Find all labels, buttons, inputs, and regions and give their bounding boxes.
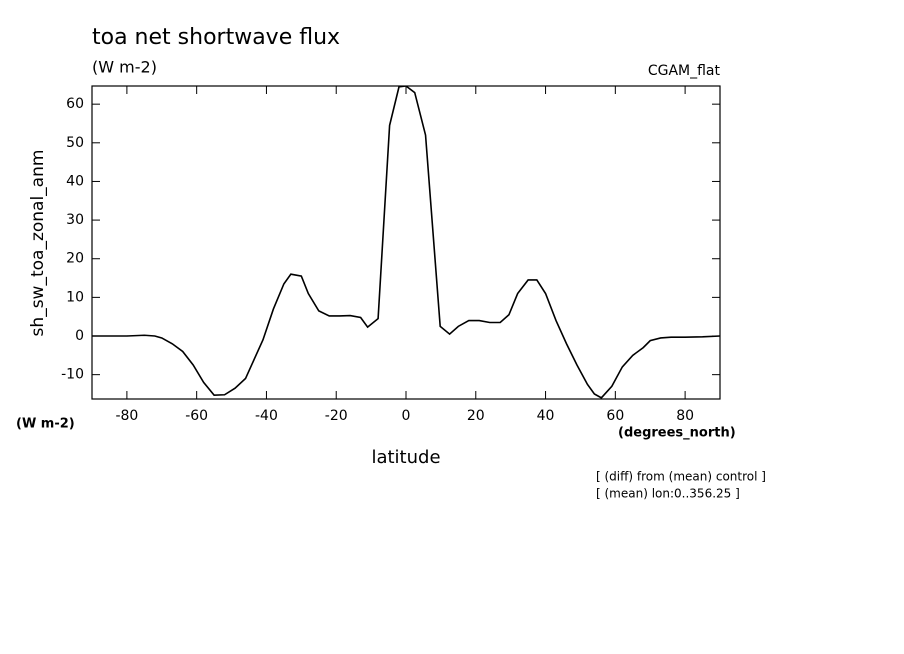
dataset-label: CGAM_flat <box>648 63 721 79</box>
chart-title: toa net shortwave flux <box>92 25 340 50</box>
plot-area <box>92 86 720 399</box>
x-tick-label: 20 <box>467 408 485 424</box>
x-tick-label: 0 <box>402 408 411 424</box>
y-tick-label: 10 <box>66 289 84 305</box>
y-tick-label: 0 <box>75 328 84 344</box>
plot-frame <box>91 85 721 400</box>
x-tick-label: -20 <box>325 408 348 424</box>
x-tick-label: 40 <box>537 408 555 424</box>
note: [ (mean) lon:0..356.25 ] <box>596 487 740 501</box>
x-tick-label: -60 <box>185 408 208 424</box>
x-axis-title: latitude <box>371 447 440 468</box>
note: [ (diff) from (mean) control ] <box>596 470 766 484</box>
x-units: (degrees_north) <box>618 426 736 441</box>
chart-subtitle: (W m-2) <box>92 58 157 77</box>
x-tick-label: -80 <box>115 408 138 424</box>
x-tick-label: 80 <box>676 408 694 424</box>
y-axis-title: sh_sw_toa_zonal_anm <box>28 150 48 337</box>
x-tick-label: -40 <box>255 408 278 424</box>
y-tick-label: 60 <box>66 96 84 112</box>
y-tick-label: -10 <box>61 367 84 383</box>
y-tick-label: 20 <box>66 251 84 267</box>
y-tick-label: 50 <box>66 135 84 151</box>
y-tick-label: 30 <box>66 212 84 228</box>
x-tick-label: 60 <box>606 408 624 424</box>
y-tick-label: 40 <box>66 173 84 189</box>
y-units: (W m-2) <box>16 417 75 432</box>
data-line <box>92 86 720 399</box>
